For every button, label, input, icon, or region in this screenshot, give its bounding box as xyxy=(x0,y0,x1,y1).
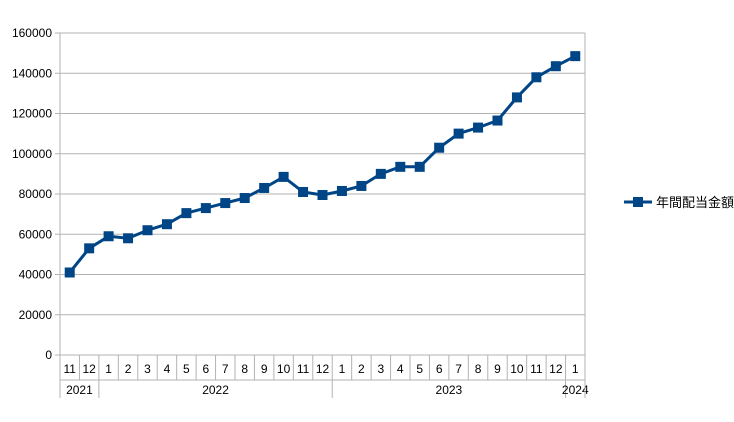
data-point xyxy=(161,219,172,230)
y-tick-label: 80000 xyxy=(19,187,53,201)
y-tick-label: 0 xyxy=(45,348,52,362)
y-axis-ticks: 0 20000 40000 60000 80000 100000 120000 140000 1… xyxy=(12,26,52,362)
x-tick-label: 7 xyxy=(222,362,229,376)
y-tick-label: 120000 xyxy=(12,107,52,121)
x-tick-label: 11 xyxy=(530,362,543,376)
x-tick-label: 3 xyxy=(377,362,384,376)
series-layer xyxy=(64,51,581,278)
x-year-label: 2021 xyxy=(66,383,93,397)
y-tick-label: 60000 xyxy=(19,227,53,241)
y-tick-label: 160000 xyxy=(12,26,52,40)
x-tick-label: 8 xyxy=(241,362,248,376)
x-tick-label: 1 xyxy=(572,362,579,376)
x-tick-label: 11 xyxy=(63,362,76,376)
data-point xyxy=(123,233,134,244)
x-tick-label: 10 xyxy=(277,362,291,376)
legend-label: 年間配当金額 xyxy=(656,195,734,210)
data-point xyxy=(298,186,309,197)
x-tick-label: 10 xyxy=(510,362,524,376)
data-point xyxy=(259,182,270,193)
x-year-label: 2023 xyxy=(436,383,463,397)
data-point xyxy=(550,61,561,72)
data-point xyxy=(64,267,75,278)
x-tick-label: 9 xyxy=(494,362,501,376)
x-tick-label: 2 xyxy=(125,362,132,376)
data-point xyxy=(570,51,581,62)
x-tick-label: 6 xyxy=(436,362,443,376)
data-point xyxy=(239,193,250,204)
x-tick-label: 12 xyxy=(82,362,96,376)
x-tick-label: 11 xyxy=(297,362,310,376)
data-point xyxy=(356,180,367,191)
data-point xyxy=(414,161,425,172)
data-point xyxy=(511,92,522,103)
data-point xyxy=(336,185,347,196)
data-point xyxy=(317,190,328,201)
data-point xyxy=(473,122,484,133)
legend-marker xyxy=(633,197,643,207)
x-year-label: 2024 xyxy=(562,383,589,397)
x-tick-label: 4 xyxy=(164,362,171,376)
data-point xyxy=(434,142,445,153)
x-tick-label: 7 xyxy=(455,362,462,376)
series-line xyxy=(68,54,576,274)
data-point xyxy=(142,225,153,236)
x-tick-label: 5 xyxy=(416,362,423,376)
data-point xyxy=(492,115,503,126)
x-year-label: 2022 xyxy=(202,383,229,397)
y-tick-label: 100000 xyxy=(12,147,52,161)
x-tick-label: 1 xyxy=(339,362,346,376)
legend: 年間配当金額 xyxy=(624,195,734,210)
x-tick-label: 5 xyxy=(183,362,190,376)
x-tick-label: 12 xyxy=(549,362,563,376)
x-tick-label: 6 xyxy=(202,362,209,376)
x-tick-label: 8 xyxy=(475,362,482,376)
x-tick-label: 12 xyxy=(316,362,330,376)
x-tick-label: 2 xyxy=(358,362,365,376)
data-point xyxy=(531,72,542,83)
data-point xyxy=(453,128,464,139)
data-point xyxy=(220,198,231,209)
data-point xyxy=(84,243,95,254)
data-point xyxy=(395,161,406,172)
y-tick-label: 140000 xyxy=(12,66,52,80)
x-tick-label: 1 xyxy=(105,362,112,376)
data-point xyxy=(375,168,386,179)
y-tick-label: 20000 xyxy=(19,308,53,322)
x-tick-label: 4 xyxy=(397,362,404,376)
data-point xyxy=(103,231,114,242)
x-tick-label: 9 xyxy=(261,362,268,376)
data-point xyxy=(181,208,192,219)
data-point xyxy=(200,203,211,214)
data-point xyxy=(278,171,289,182)
x-tick-label: 3 xyxy=(144,362,151,376)
y-tick-label: 40000 xyxy=(19,268,53,282)
